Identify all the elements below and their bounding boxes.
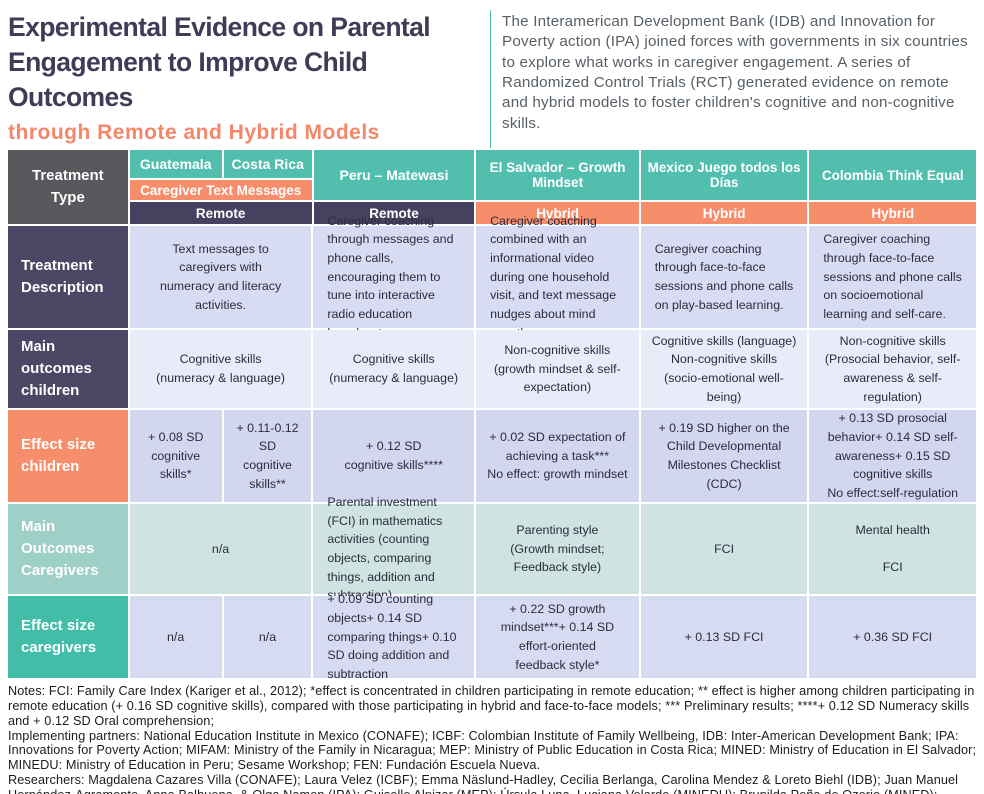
- researchers-paragraph: Researchers: Magdalena Cazares Villa (CO…: [8, 773, 959, 794]
- row-treatment-description: Treatment Description Text messages to c…: [8, 214, 976, 340]
- mode-band-hybrid-el-salvador: Hybrid: [476, 202, 639, 224]
- row-main-outcomes-children: Main outcomes children Cognitive skills …: [8, 330, 976, 408]
- row-effect-size-children: Effect size children + 0.08 SD cognitive…: [8, 410, 976, 502]
- cell-effect-children-costa-rica: + 0.11-0.12 SD cognitive skills**: [223, 410, 312, 502]
- mode-band-remote-guatemala-costa-rica: Remote: [129, 202, 312, 224]
- intro-block: The Interamerican Development Bank (IDB)…: [490, 6, 976, 148]
- column-header-el-salvador: El Salvador – Growth Mindset: [476, 150, 639, 200]
- mode-band-hybrid-mexico: Hybrid: [640, 202, 808, 224]
- row-label-main-outcomes-caregivers: Main Outcomes Caregivers: [8, 504, 128, 594]
- subheader-caregiver-text-messages: Caregiver Text Messages: [129, 180, 312, 200]
- column-header-guatemala: Guatemala: [129, 150, 222, 178]
- cell-description-mexico: Caregiver coaching through face-to-face …: [640, 226, 808, 328]
- cell-description-colombia: Caregiver coaching through face-to-face …: [809, 226, 976, 328]
- cell-outcomes-children-peru: Cognitive skills (numeracy & language): [313, 330, 475, 408]
- row-label-effect-size-children: Effect size children: [8, 410, 128, 502]
- cell-effect-children-el-salvador: + 0.02 SD expectation of achieving a tas…: [476, 410, 639, 502]
- page-subtitle: through Remote and Hybrid Models: [8, 120, 380, 144]
- row-label-treatment-description: Treatment Description: [8, 226, 128, 328]
- cell-effect-caregivers-colombia: + 0.36 SD FCI: [809, 596, 976, 678]
- header-group-peru: Peru – Matewasi Remote: [313, 150, 475, 224]
- mode-band-remote-peru: Remote: [313, 202, 475, 224]
- row-main-outcomes-caregivers: Main Outcomes Caregivers n/a Parental in…: [8, 495, 976, 602]
- header-group-el-salvador: El Salvador – Growth Mindset Hybrid: [476, 150, 639, 224]
- cell-effect-children-guatemala: + 0.08 SD cognitive skills*: [129, 410, 222, 502]
- cell-effect-children-mexico: + 0.19 SD higher on the Child Developmen…: [640, 410, 808, 502]
- page-title-line2: Engagement to Improve Child Outcomes: [8, 46, 368, 112]
- row-label-effect-size-caregivers: Effect size caregivers: [8, 596, 128, 678]
- row-label-treatment-type: Treatment Type: [8, 150, 128, 224]
- header-group-colombia: Colombia Think Equal Hybrid: [809, 150, 977, 224]
- cell-outcomes-caregivers-mexico: FCI: [640, 504, 808, 594]
- intro-paragraph: The Interamerican Development Bank (IDB)…: [502, 13, 968, 132]
- table-header-row: Treatment Type Guatemala Costa Rica Care…: [8, 150, 977, 224]
- cell-effect-caregivers-el-salvador: + 0.22 SD growth mindset***+ 0.14 SD eff…: [476, 596, 639, 678]
- page-header: Experimental Evidence on Parental Engage…: [8, 6, 976, 148]
- cell-outcomes-children-colombia: Non-cognitive skills (Prosocial behavior…: [809, 330, 976, 408]
- row-effect-size-caregivers: Effect size caregivers n/a n/a + 0.09 SD…: [8, 592, 976, 681]
- row-label-text: Treatment Type: [31, 166, 104, 207]
- country-band: Guatemala Costa Rica: [129, 150, 312, 178]
- row-label-main-outcomes-children: Main outcomes children: [8, 330, 128, 408]
- cell-effect-caregivers-mexico: + 0.13 SD FCI: [640, 596, 808, 678]
- footer-notes: Notes: FCI: Family Care Index (Kariger e…: [8, 684, 978, 794]
- cell-effect-children-peru: + 0.12 SD cognitive skills****: [313, 410, 475, 502]
- cell-outcomes-children-el-salvador: Non-cognitive skills (growth mindset & s…: [476, 330, 639, 408]
- cell-description-el-salvador: Caregiver coaching combined with an info…: [476, 214, 639, 340]
- implementing-partners-paragraph: Implementing partners: National Educatio…: [8, 728, 977, 773]
- notes-paragraph: Notes: FCI: Family Care Index (Kariger e…: [8, 684, 975, 728]
- cell-effect-caregivers-costa-rica: n/a: [223, 596, 312, 678]
- cell-effect-caregivers-guatemala: n/a: [129, 596, 222, 678]
- cell-outcomes-caregivers-peru: Parental investment (FCI) in mathematics…: [313, 495, 474, 602]
- column-header-mexico: Mexico Juego todos los Días: [640, 150, 808, 200]
- cell-outcomes-caregivers-guatemala-costa-rica: n/a: [129, 504, 312, 594]
- title-block: Experimental Evidence on Parental Engage…: [8, 6, 490, 148]
- cell-effect-caregivers-peru: + 0.09 SD counting objects+ 0.14 SD comp…: [313, 592, 475, 681]
- page-title-line1: Experimental Evidence on Parental: [8, 12, 431, 42]
- cell-outcomes-caregivers-colombia: Mental health FCI: [809, 504, 976, 594]
- column-header-peru: Peru – Matewasi: [313, 150, 475, 200]
- cell-description-peru: Caregiver coaching through messages and …: [313, 214, 475, 340]
- cell-description-guatemala-costa-rica: Text messages to caregivers with numerac…: [129, 226, 312, 328]
- cell-outcomes-children-mexico: Cognitive skills (language) Non-cognitiv…: [640, 330, 808, 408]
- intro-accent-bar: [490, 10, 492, 148]
- evidence-table: Treatment Type Guatemala Costa Rica Care…: [8, 150, 977, 681]
- header-group-mexico: Mexico Juego todos los Días Hybrid: [640, 150, 808, 224]
- mode-band-hybrid-colombia: Hybrid: [809, 202, 977, 224]
- column-header-costa-rica: Costa Rica: [223, 150, 312, 178]
- header-group-guatemala-costa-rica: Guatemala Costa Rica Caregiver Text Mess…: [129, 150, 312, 224]
- column-header-colombia: Colombia Think Equal: [809, 150, 977, 200]
- cell-outcomes-children-guatemala-costa-rica: Cognitive skills (numeracy & language): [129, 330, 312, 408]
- cell-effect-children-colombia: + 0.13 SD prosocial behavior+ 0.14 SD se…: [809, 410, 976, 502]
- cell-outcomes-caregivers-el-salvador: Parenting style (Growth mindset; Feedbac…: [476, 504, 639, 594]
